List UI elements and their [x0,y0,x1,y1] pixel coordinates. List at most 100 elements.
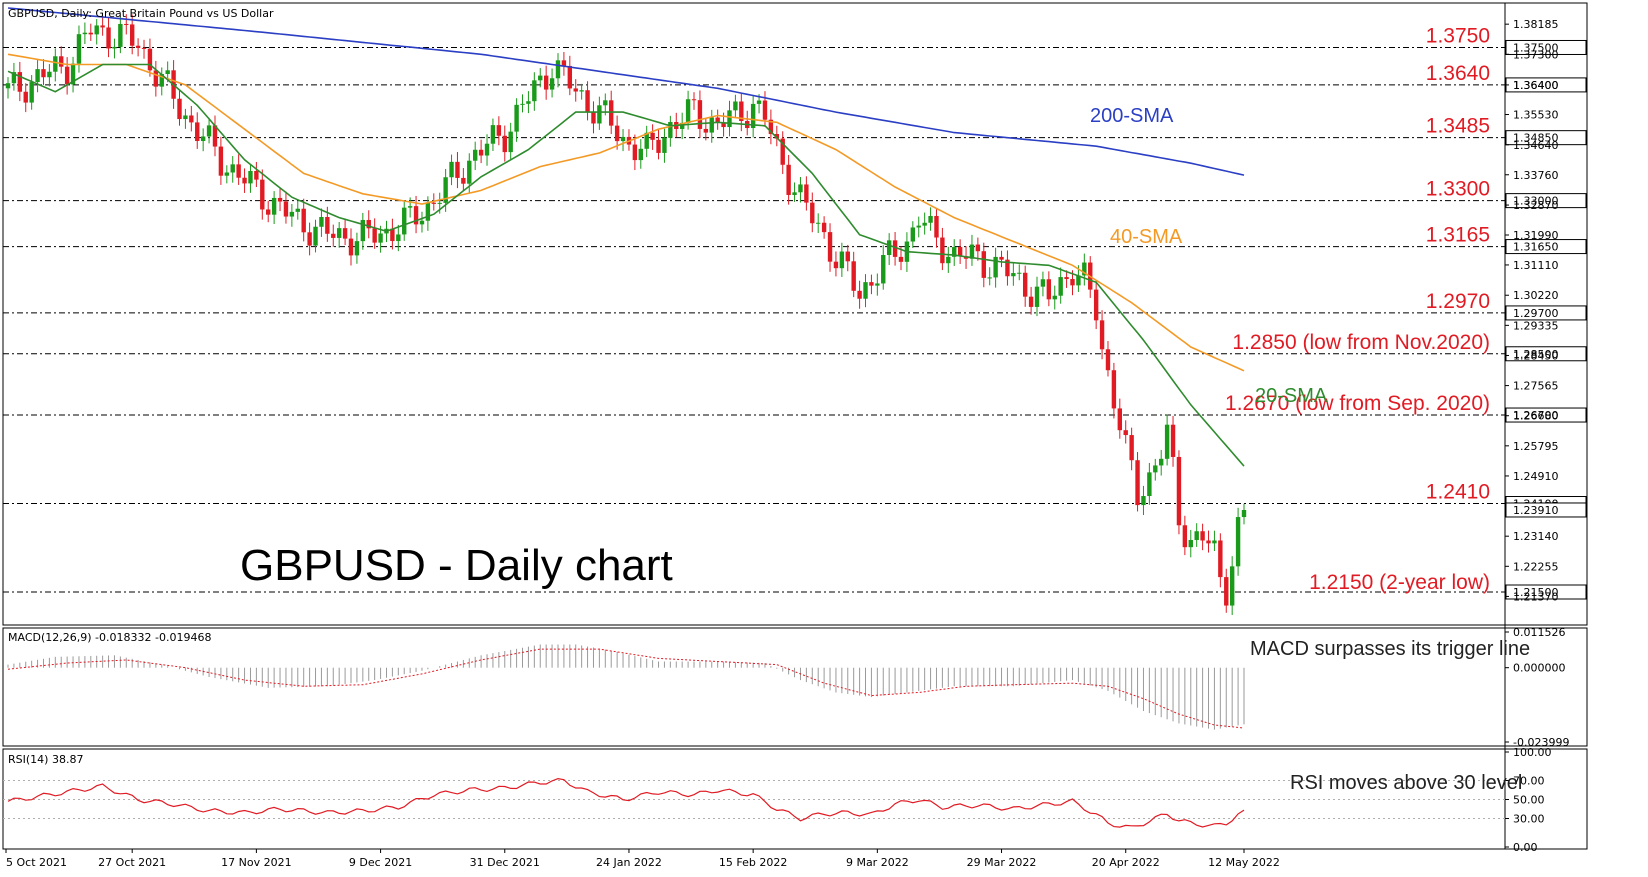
sma40-line [7,53,1245,372]
macd-panel-header: MACD(12,26,9) -0.018332 -0.019468 [8,631,211,644]
price-panel-header: GBPUSD, Daily: Great Britain Pound vs US… [8,7,274,20]
candle-bear [153,70,159,87]
candle-bull [76,34,82,64]
candle-bear [1200,531,1205,541]
level-tag-box [1505,239,1587,255]
candle-bull [1235,517,1241,567]
x-tick-label: 27 Oct 2021 [98,856,166,869]
price-y-tick-label: 1.31990 [1513,229,1559,242]
candle-bear [461,177,466,184]
sma40-label: 40-SMA [1110,226,1183,248]
candle-bull [29,82,34,103]
candle-bear [691,99,697,101]
rsi-note: RSI moves above 30 level [1290,772,1522,794]
candle-bear [999,256,1004,260]
candle-bear [780,138,785,165]
candle-bull [484,143,490,156]
level-label: 1.2150 (2-year low) [1309,571,1490,594]
candle-bear [455,161,460,178]
price-y-tick-label: 1.29335 [1513,319,1559,332]
candle-bear [1129,435,1134,461]
candle-bull [11,72,17,84]
price-y-tick-label: 1.28450 [1513,349,1559,362]
candle-bull [1082,262,1087,276]
candle-bear [1218,540,1223,578]
candle-bear [1170,424,1176,457]
price-y-tick-label: 1.34640 [1513,139,1559,152]
candle-bear [1093,289,1099,321]
candle-bear [585,90,590,112]
level-tag: 1.28500 [1513,348,1559,361]
price-y-tick-label: 1.30220 [1513,289,1559,302]
level-tag: 1.36400 [1513,79,1559,92]
candle-bear [106,27,111,49]
candle-bull [638,148,643,161]
rsi-y-tick-label: 30.00 [1513,813,1545,826]
candle-bull [538,75,543,81]
candle-bear [715,117,720,123]
price-y-tick-label: 1.23140 [1513,530,1559,543]
rsi-y-tick-label: 70.00 [1513,775,1545,788]
level-tag: 1.33000 [1513,195,1559,208]
candle-bear [195,122,200,141]
candle-bear [348,238,354,256]
candle-bear [260,179,265,210]
candle-bear [869,282,874,286]
candle-bear [189,115,194,123]
candle-bull [248,171,253,184]
candle-bull [750,103,756,129]
candle-bear [833,261,839,269]
candle-bull [549,78,555,90]
candle-bear [543,75,549,90]
candle-bull [792,192,797,195]
candle-bear [957,247,963,257]
candle-bear [17,72,23,92]
candle-bear [100,25,105,28]
candle-bull [597,105,602,124]
candle-bull [603,100,608,106]
candle-bear [821,222,827,233]
level-label: 1.2410 [1426,481,1490,504]
candle-bull [881,255,886,284]
level-tag-box [1505,130,1587,146]
candle-bull [579,90,584,92]
level-label: 1.3485 [1426,115,1490,138]
candle-bear [1123,430,1128,436]
x-tick-label: 17 Nov 2021 [221,856,291,869]
level-tag-box [1505,407,1587,423]
sma20-line [7,63,1245,467]
candle-bear [135,45,141,48]
candle-bear [1022,272,1028,297]
sma200-line [7,7,1245,176]
rsi-panel-header: RSI(14) 38.87 [8,753,83,766]
candle-bull [668,122,673,138]
candle-bull [1212,540,1217,544]
price-y-tick-label: 1.24910 [1513,470,1559,483]
candle-bull [402,207,407,235]
level-label: 1.3300 [1426,178,1490,201]
candle-bear [804,184,809,203]
candle-bull [993,256,998,278]
x-tick-label: 5 Oct 2021 [6,856,67,869]
level-tag-box [1505,39,1587,55]
candle-bear [23,91,28,103]
candle-bear [431,202,436,204]
candle-bull [916,225,921,228]
candle-bear [1135,460,1140,506]
price-y-tick-label: 1.22255 [1513,560,1559,573]
candle-bull [165,70,170,75]
candle-bear [703,128,709,133]
candle-bull [520,103,525,105]
candle-bull [685,99,691,123]
candle-bear [1064,277,1069,279]
level-label: 1.3165 [1426,224,1490,247]
candle-bear [1117,408,1123,431]
level-tag: 1.34850 [1513,132,1559,145]
price-y-tick-label: 1.21370 [1513,590,1559,603]
candle-bull [200,136,206,141]
candle-bull [1164,424,1170,459]
candle-bull [82,32,88,35]
candle-bull [1153,465,1158,473]
candle-bear [1111,370,1117,409]
candle-bull [94,25,99,35]
